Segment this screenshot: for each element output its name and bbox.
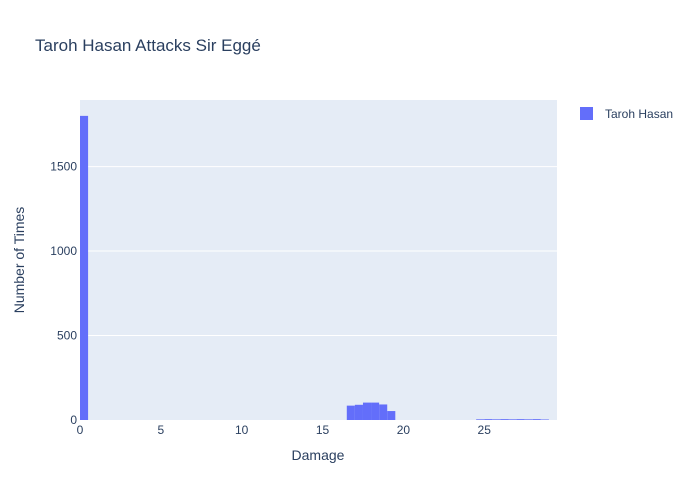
x-tick-labels: 0 5 10 15 20 25 bbox=[77, 423, 492, 437]
histogram-bar[interactable] bbox=[508, 419, 517, 420]
plot-area bbox=[80, 100, 557, 420]
legend-label: Taroh Hasan bbox=[605, 107, 673, 121]
histogram-bar[interactable] bbox=[362, 402, 372, 420]
gridlines bbox=[80, 166, 557, 337]
x-tick-label: 0 bbox=[77, 423, 84, 437]
histogram-bar[interactable] bbox=[532, 419, 541, 420]
histogram-bar[interactable] bbox=[371, 402, 380, 420]
histogram-bar[interactable] bbox=[80, 115, 89, 421]
y-axis-title: Number of Times bbox=[11, 207, 27, 314]
y-tick-label: 0 bbox=[70, 413, 77, 427]
histogram-bar[interactable] bbox=[354, 404, 363, 420]
x-tick-label: 20 bbox=[397, 423, 411, 437]
histogram-bar[interactable] bbox=[516, 419, 525, 420]
histogram-bar[interactable] bbox=[387, 411, 396, 420]
histogram-bar[interactable] bbox=[476, 419, 485, 420]
x-tick-label: 5 bbox=[158, 423, 165, 437]
histogram-bar[interactable] bbox=[346, 405, 355, 420]
x-axis-title: Damage bbox=[292, 447, 345, 463]
y-tick-label: 1500 bbox=[50, 160, 77, 174]
x-tick-label: 25 bbox=[478, 423, 492, 437]
histogram-bar[interactable] bbox=[500, 419, 509, 420]
histogram-bar[interactable] bbox=[492, 419, 501, 420]
histogram-bar[interactable] bbox=[524, 419, 533, 420]
x-tick-label: 15 bbox=[316, 423, 330, 437]
chart-title: Taroh Hasan Attacks Sir Eggé bbox=[35, 36, 261, 55]
histogram-bar[interactable] bbox=[540, 419, 549, 420]
histogram-bar[interactable] bbox=[484, 419, 493, 420]
y-tick-labels: 0 500 1000 1500 bbox=[50, 160, 77, 427]
legend-swatch bbox=[580, 107, 593, 120]
x-tick-label: 10 bbox=[235, 423, 249, 437]
histogram-bar[interactable] bbox=[379, 404, 388, 420]
y-tick-label: 500 bbox=[57, 329, 77, 343]
bars bbox=[80, 115, 549, 421]
legend[interactable]: Taroh Hasan bbox=[580, 107, 673, 121]
y-tick-label: 1000 bbox=[50, 244, 77, 258]
